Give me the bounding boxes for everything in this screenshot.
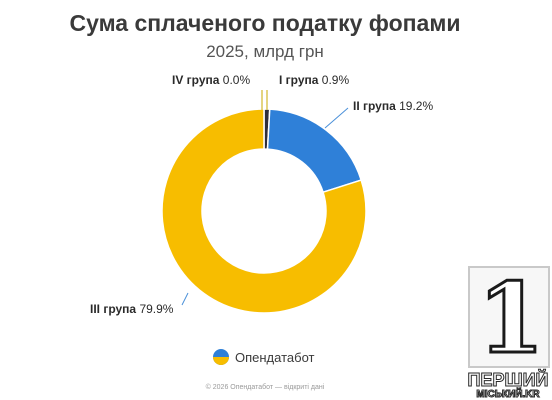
watermark-box: 1	[468, 262, 550, 375]
brand-name: Опендатабот	[235, 349, 315, 365]
slice-label-value: 19.2%	[399, 99, 433, 113]
slice-label: II група 19.2%	[353, 99, 433, 113]
opendatabot-logo-icon	[213, 349, 229, 365]
slice-label-value: 79.9%	[139, 302, 173, 316]
slice-label-group: II група	[353, 99, 399, 113]
copyright-text: © 2026 Опендатабот — відкриті дані	[205, 384, 325, 391]
leader-line	[181, 292, 189, 306]
donut-slice	[161, 108, 367, 314]
slice-label-value: 0.0%	[223, 73, 251, 87]
slice-label-group: III група	[90, 302, 139, 316]
slice-label-group: IV група	[172, 73, 223, 87]
chart-title: Сума сплаченого податку фопами	[69, 10, 461, 36]
slice-label: III група 79.9%	[90, 302, 174, 316]
brand: Опендатабот	[213, 349, 314, 365]
watermark-line2: МІСЬКИЙ.KR	[476, 389, 540, 400]
watermark-digit: 1	[476, 262, 546, 375]
slice-label: IV група 0.0%	[172, 73, 250, 87]
watermark-line1: ПЕРШИЙ	[467, 370, 549, 391]
leader-line	[324, 107, 349, 129]
slice-label: I група 0.9%	[279, 73, 349, 87]
chart-subtitle: 2025, млрд грн	[206, 42, 324, 61]
donut-slice	[266, 108, 363, 194]
slice-label-group: I група	[279, 73, 322, 87]
slice-label-value: 0.9%	[322, 73, 350, 87]
watermark-logo: 1 ПЕРШИЙ МІСЬКИЙ.KR	[464, 266, 552, 400]
